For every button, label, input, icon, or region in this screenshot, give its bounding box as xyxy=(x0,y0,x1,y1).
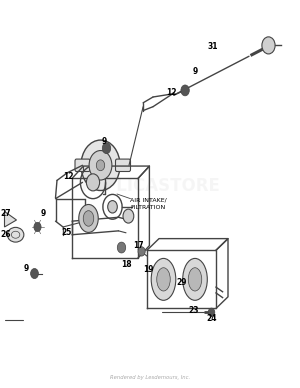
Text: 25: 25 xyxy=(61,228,72,237)
Text: 17: 17 xyxy=(133,241,144,250)
Text: 12: 12 xyxy=(167,88,177,97)
Text: 29: 29 xyxy=(177,278,187,287)
Circle shape xyxy=(262,37,275,54)
Circle shape xyxy=(138,247,145,256)
Text: 19: 19 xyxy=(144,265,154,274)
Circle shape xyxy=(208,308,215,317)
Text: 9: 9 xyxy=(102,137,107,146)
Circle shape xyxy=(108,201,117,213)
Text: 9: 9 xyxy=(41,209,46,218)
Ellipse shape xyxy=(83,211,94,226)
Text: 9: 9 xyxy=(192,67,198,76)
FancyBboxPatch shape xyxy=(116,159,130,171)
Circle shape xyxy=(181,85,189,96)
Polygon shape xyxy=(4,211,16,227)
Circle shape xyxy=(81,140,120,191)
Ellipse shape xyxy=(79,204,98,232)
Text: 12: 12 xyxy=(63,172,74,181)
Circle shape xyxy=(86,174,100,191)
Ellipse shape xyxy=(183,258,207,300)
Circle shape xyxy=(123,209,134,223)
Circle shape xyxy=(89,151,112,180)
Circle shape xyxy=(96,160,105,171)
Circle shape xyxy=(102,143,111,154)
Text: 18: 18 xyxy=(121,260,131,269)
Text: 9: 9 xyxy=(24,264,29,273)
Circle shape xyxy=(31,268,38,279)
Text: 27: 27 xyxy=(0,209,11,218)
Circle shape xyxy=(117,242,126,253)
FancyBboxPatch shape xyxy=(75,159,90,171)
Ellipse shape xyxy=(188,268,202,291)
Ellipse shape xyxy=(151,258,176,300)
Text: 31: 31 xyxy=(208,42,218,51)
Text: 26: 26 xyxy=(1,230,11,239)
Text: 23: 23 xyxy=(188,306,199,315)
Ellipse shape xyxy=(7,227,24,242)
Text: AIR INTAKE/
FILTRATION: AIR INTAKE/ FILTRATION xyxy=(130,198,167,210)
Ellipse shape xyxy=(157,268,170,291)
Text: 24: 24 xyxy=(207,314,217,323)
Text: Rendered by Lesdemours, Inc.: Rendered by Lesdemours, Inc. xyxy=(110,375,190,379)
Text: REPLICASTORE: REPLICASTORE xyxy=(80,177,220,195)
Circle shape xyxy=(34,222,41,232)
